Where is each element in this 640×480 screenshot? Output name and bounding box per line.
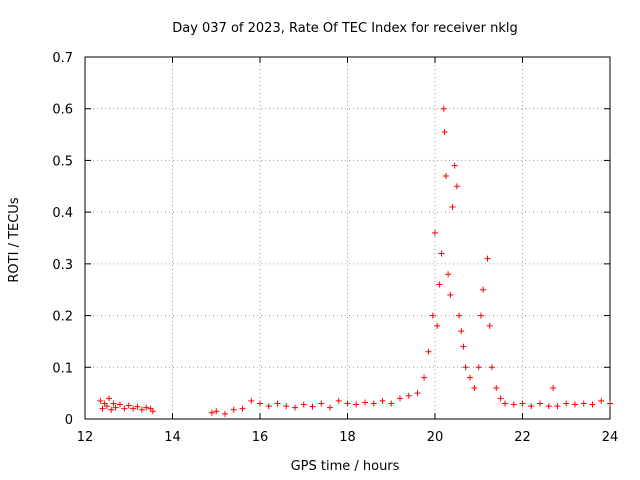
data-point: [555, 403, 561, 409]
data-point: [458, 328, 464, 334]
data-point: [117, 402, 123, 408]
data-point: [489, 364, 495, 370]
data-point: [471, 385, 477, 391]
data-point: [537, 400, 543, 406]
data-point: [445, 271, 451, 277]
data-point: [421, 375, 427, 381]
data-point: [480, 287, 486, 293]
data-point: [478, 313, 484, 319]
data-point: [222, 411, 228, 417]
data-point: [257, 400, 263, 406]
data-point: [572, 402, 578, 408]
y-tick-label: 0.1: [52, 361, 73, 376]
data-point: [231, 407, 237, 413]
x-tick-label: 20: [427, 430, 444, 445]
x-axis: 12 14 16 18 20 22 24: [77, 57, 619, 445]
data-point: [213, 408, 219, 414]
data-point: [248, 398, 254, 404]
data-point: [463, 364, 469, 370]
data-point: [209, 410, 215, 416]
x-tick-label: 14: [164, 430, 181, 445]
data-point: [452, 163, 458, 169]
data-point: [454, 183, 460, 189]
data-point: [121, 406, 127, 412]
x-tick-label: 22: [514, 430, 531, 445]
data-point: [476, 364, 482, 370]
data-point: [240, 406, 246, 412]
grid: [85, 57, 610, 419]
y-tick-label: 0.7: [52, 51, 73, 66]
data-point: [528, 403, 534, 409]
data-point: [432, 230, 438, 236]
y-tick-label: 0.2: [52, 310, 73, 325]
data-point: [318, 400, 324, 406]
data-point: [434, 323, 440, 329]
y-tick-label: 0.5: [52, 154, 73, 169]
data-point: [450, 204, 456, 210]
y-tick-label: 0.6: [52, 103, 73, 118]
data-point: [336, 398, 342, 404]
x-tick-label: 24: [602, 430, 619, 445]
data-point: [275, 400, 281, 406]
data-point: [415, 390, 421, 396]
data-point: [371, 400, 377, 406]
chart-title: Day 037 of 2023, Rate Of TEC Index for r…: [172, 21, 518, 36]
data-points: [97, 106, 613, 417]
data-point: [106, 395, 112, 401]
data-point: [487, 323, 493, 329]
data-point: [550, 385, 556, 391]
data-point: [511, 402, 517, 408]
x-tick-label: 16: [252, 430, 269, 445]
data-point: [598, 398, 604, 404]
data-point: [498, 395, 504, 401]
data-point: [388, 400, 394, 406]
data-point: [447, 292, 453, 298]
data-point: [126, 403, 132, 409]
data-point: [460, 344, 466, 350]
y-tick-label: 0: [65, 413, 73, 428]
data-point: [563, 400, 569, 406]
data-point: [362, 399, 368, 405]
x-tick-label: 12: [77, 430, 94, 445]
data-point: [520, 400, 526, 406]
data-point: [283, 403, 289, 409]
y-axis: 0 0.1 0.2 0.3 0.4 0.5 0.6 0.7: [52, 51, 610, 428]
data-point: [607, 400, 613, 406]
data-point: [467, 375, 473, 381]
data-point: [380, 398, 386, 404]
data-point: [502, 400, 508, 406]
data-point: [493, 385, 499, 391]
data-point: [442, 129, 448, 135]
y-axis-label: ROTI / TECUs: [7, 197, 22, 282]
y-tick-label: 0.3: [52, 258, 73, 273]
data-point: [301, 402, 307, 408]
data-point: [456, 313, 462, 319]
data-point: [485, 256, 491, 262]
data-point: [546, 403, 552, 409]
data-point: [345, 400, 351, 406]
data-point: [327, 405, 333, 411]
x-tick-label: 18: [339, 430, 356, 445]
x-axis-label: GPS time / hours: [291, 459, 400, 474]
data-point: [425, 349, 431, 355]
data-point: [439, 251, 445, 257]
data-point: [353, 402, 359, 408]
data-point: [292, 405, 298, 411]
data-point: [397, 395, 403, 401]
y-tick-label: 0.4: [52, 206, 73, 221]
data-point: [266, 403, 272, 409]
data-point: [406, 393, 412, 399]
data-point: [441, 106, 447, 112]
data-point: [443, 173, 449, 179]
data-point: [436, 282, 442, 288]
data-point: [310, 404, 316, 410]
data-point: [581, 400, 587, 406]
data-point: [590, 402, 596, 408]
